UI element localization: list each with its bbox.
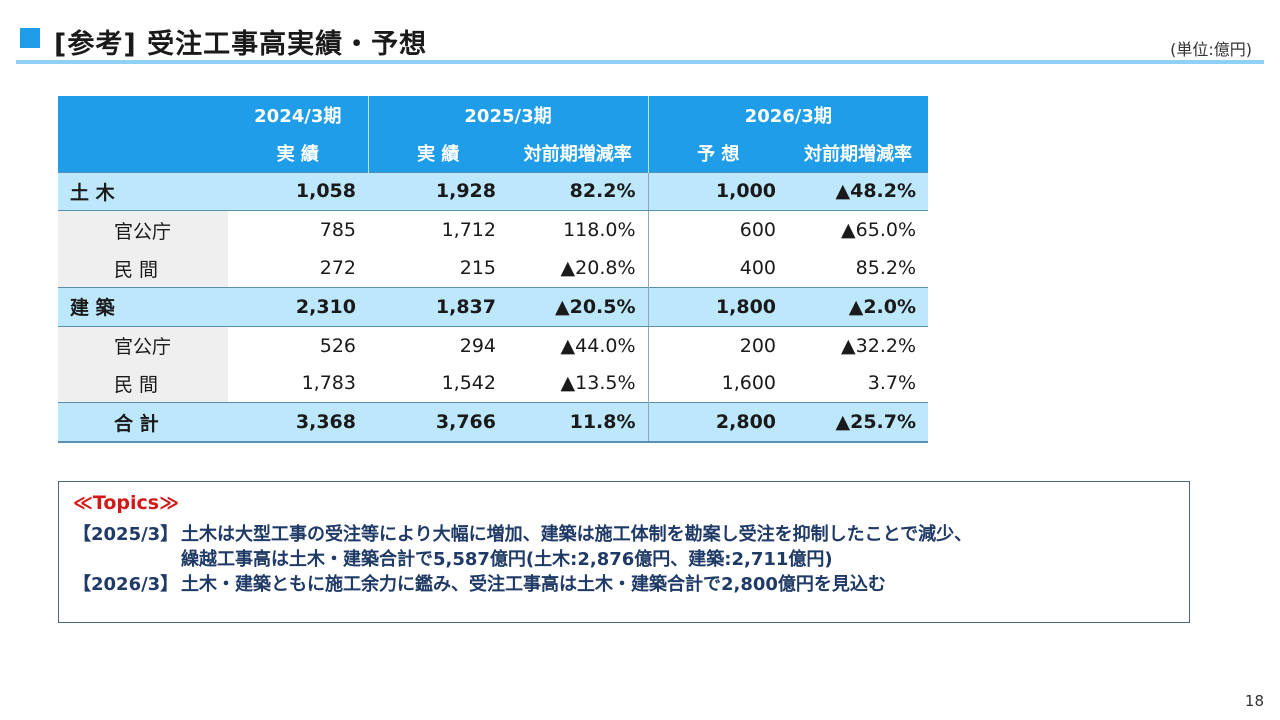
table-cell: 82.2%: [508, 171, 649, 212]
topic-body: 土木は大型工事の受注等により大幅に増加、建築は施工体制を勘案し受注を抑制したこと…: [181, 522, 972, 572]
table-cell: 2,800: [648, 402, 789, 444]
topics-heading: ≪Topics≫: [73, 492, 179, 514]
table-cell: 1,712: [368, 210, 508, 250]
table-cell: 785: [228, 210, 368, 250]
table-cell: ▲2.0%: [788, 286, 929, 327]
subheader-row: 実 績 実 績 対前期増減率 予 想 対前期増減率: [58, 133, 929, 173]
table-row: 民 間 1,783 1,542 ▲13.5% 1,600 3.7%: [58, 364, 929, 403]
row-label: 合 計: [58, 402, 228, 444]
table-cell: 600: [648, 210, 789, 250]
table-cell: 11.8%: [508, 402, 649, 444]
header-corner: [58, 96, 228, 134]
table-cell: 1,058: [228, 171, 368, 212]
table-cell: 400: [648, 249, 789, 288]
table-cell: 1,783: [228, 364, 368, 403]
subheader-2025-actual: 実 績: [368, 133, 508, 173]
table-cell: 118.0%: [508, 210, 649, 250]
topic-body: 土木・建築ともに施工余力に鑑み、受注工事高は土木・建築合計で2,800億円を見込…: [181, 572, 886, 597]
topic-item: 【2025/3】 土木は大型工事の受注等により大幅に増加、建築は施工体制を勘案し…: [73, 522, 1175, 572]
table-cell: 1,800: [648, 286, 789, 327]
title-divider: [16, 60, 1264, 64]
topic-line: 繰越工事高は土木・建築合計で5,587億円(土木:2,876億円、建築:2,71…: [181, 549, 833, 570]
subtotal-row: 土 木 1,058 1,928 82.2% 1,000 ▲48.2%: [58, 171, 929, 212]
table-row: 官公庁 785 1,712 118.0% 600 ▲65.0%: [58, 210, 929, 250]
row-label: 官公庁: [58, 210, 228, 250]
table-body: 土 木 1,058 1,928 82.2% 1,000 ▲48.2% 官公庁 785 1,712…: [58, 171, 929, 444]
table-cell: 85.2%: [788, 249, 929, 288]
row-label: 官公庁: [58, 326, 228, 365]
row-label: 民 間: [58, 249, 228, 288]
table-cell: ▲44.0%: [508, 326, 649, 365]
table-cell: 294: [368, 326, 508, 365]
table-cell: 200: [648, 326, 789, 365]
table-cell: 3,766: [368, 402, 508, 444]
title-marker: [20, 28, 40, 48]
table-row: 官公庁 526 294 ▲44.0% 200 ▲32.2%: [58, 326, 929, 365]
subheader-2024-actual: 実 績: [228, 133, 369, 173]
topic-item: 【2026/3】 土木・建築ともに施工余力に鑑み、受注工事高は土木・建築合計で2…: [73, 572, 1175, 597]
topic-key: 【2025/3】: [73, 524, 179, 545]
table-cell: 2,310: [228, 286, 368, 327]
page-title: [参考] 受注工事高実績・予想: [54, 29, 428, 60]
subheader-corner: [58, 133, 228, 173]
subheader-2026-forecast: 予 想: [648, 133, 789, 173]
table-cell: 272: [228, 249, 368, 288]
table-cell: 1,928: [368, 171, 508, 212]
subheader-2025-change: 対前期増減率: [508, 133, 649, 173]
table-cell: 3.7%: [788, 364, 929, 403]
unit-label: (単位:億円): [1170, 40, 1252, 59]
row-label: 建 築: [58, 286, 228, 327]
table-cell: ▲20.8%: [508, 249, 649, 288]
table-cell: ▲20.5%: [508, 286, 649, 327]
subheader-2026-change: 対前期増減率: [788, 133, 929, 173]
table-cell: 1,837: [368, 286, 508, 327]
topic-line: 土木・建築ともに施工余力に鑑み、受注工事高は土木・建築合計で2,800億円を見込…: [181, 574, 886, 595]
table-cell: 3,368: [228, 402, 368, 444]
orders-table: 2024/3期 2025/3期 2026/3期 実 績 実 績 対前期増減率 予…: [58, 96, 929, 444]
period-2026: 2026/3期: [648, 96, 929, 134]
table-cell: 215: [368, 249, 508, 288]
period-header-row: 2024/3期 2025/3期 2026/3期: [58, 96, 929, 134]
table-cell: 1,600: [648, 364, 789, 403]
table-cell: 1,542: [368, 364, 508, 403]
table-cell: ▲32.2%: [788, 326, 929, 365]
table-cell: ▲48.2%: [788, 171, 929, 212]
topic-line: 土木は大型工事の受注等により大幅に増加、建築は施工体制を勘案し受注を抑制したこと…: [181, 524, 973, 545]
table-row: 民 間 272 215 ▲20.8% 400 85.2%: [58, 249, 929, 288]
table-cell: 526: [228, 326, 368, 365]
total-row: 合 計 3,368 3,766 11.8% 2,800 ▲25.7%: [58, 402, 929, 444]
period-2024: 2024/3期: [228, 96, 369, 134]
topics-box: ≪Topics≫ 【2025/3】 土木は大型工事の受注等により大幅に増加、建築…: [58, 481, 1190, 623]
row-label: 民 間: [58, 364, 228, 403]
table-cell: ▲13.5%: [508, 364, 649, 403]
page-number: 18: [1244, 692, 1264, 710]
row-label: 土 木: [58, 171, 228, 212]
subtotal-row: 建 築 2,310 1,837 ▲20.5% 1,800 ▲2.0%: [58, 286, 929, 327]
topic-key: 【2026/3】: [73, 574, 179, 595]
table-cell: 1,000: [648, 171, 789, 212]
table-cell: ▲65.0%: [788, 210, 929, 250]
period-2025: 2025/3期: [368, 96, 649, 134]
table-cell: ▲25.7%: [788, 402, 929, 444]
